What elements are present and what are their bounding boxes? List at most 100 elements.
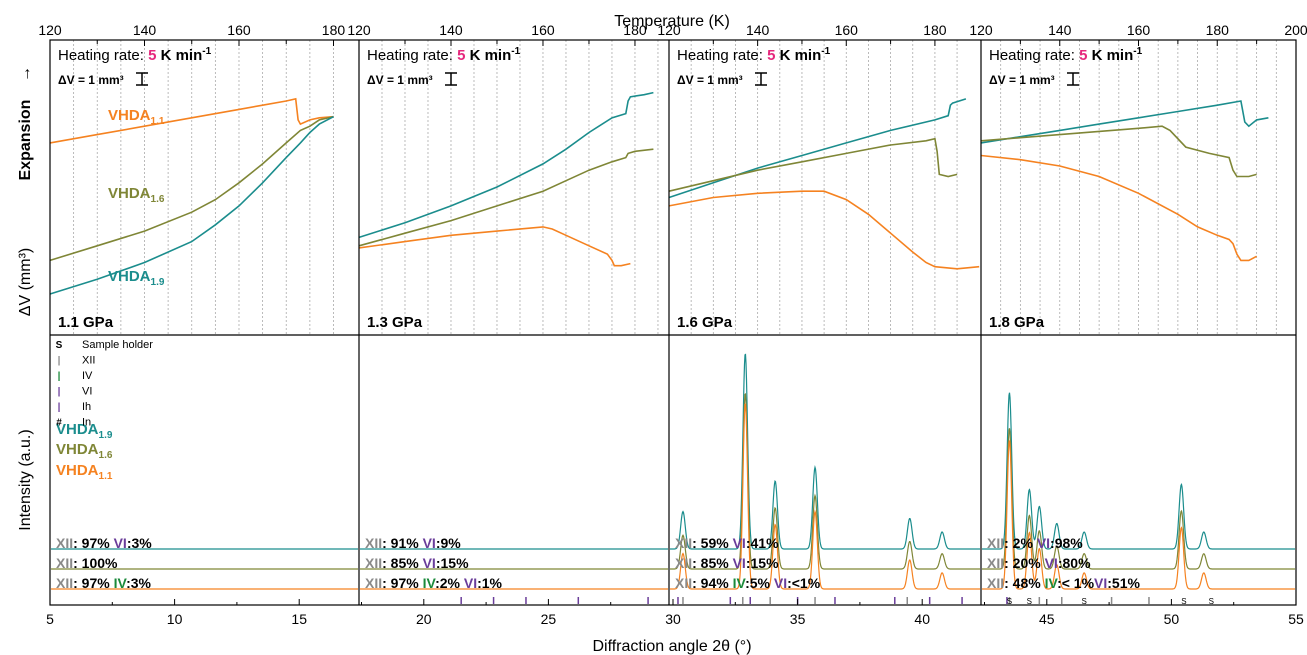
top-tick-label: 180 [623,22,647,38]
top-tick-label: 140 [133,22,157,38]
dv-scale-label: ΔV = 1 mm³ [989,73,1055,87]
vhda-label-top: VHDA1.6 [108,185,165,205]
plot-frame [49,39,1297,606]
temperature-curve-vhda1-6 [668,137,958,192]
legend-symbol: | [58,371,61,382]
dv-scale-label: ΔV = 1 mm³ [58,73,124,87]
phase-fraction-label: XII: 94% IV:5% VI:<1% [675,575,821,591]
phase-fraction-label: XII: 97% IV:2% VI:1% [365,575,503,591]
phase-fraction-label: XII: 97% VI:3% [56,535,152,551]
phase-fraction-label: XII: 85% VI:15% [675,555,779,571]
temperature-curve-vhda1-1 [358,226,631,267]
svg-text:Expansion: Expansion [17,100,34,181]
bottom-tick-label: 55 [1288,611,1304,627]
top-tick-label: 160 [227,22,251,38]
bottom-tick-label: 35 [790,611,806,627]
phase-fraction-label: XII: 59% VI:41% [675,535,779,551]
panel-4: 120 140 160 180 200 Heating rate: 5 K min-1 ΔV… [969,22,1307,606]
vhda-label-top: VHDA1.1 [108,107,165,127]
legend-label: XII [82,355,95,367]
top-tick-label: 160 [531,22,555,38]
heating-rate-label: Heating rate: 5 K min-1 [677,46,831,64]
xrd-pattern [982,440,1295,590]
sample-holder-marker: S [1007,597,1012,606]
bottom-tick-label: 40 [914,611,930,627]
xrd-pattern [670,403,980,590]
temperature-curve-vhda1-9 [358,91,654,239]
top-tick-label: 160 [835,22,859,38]
phase-fraction-label: XII: 100% [56,555,118,571]
heating-rate-label: Heating rate: 5 K min-1 [58,46,212,64]
top-tick-label: 140 [746,22,770,38]
legend-symbol: | [58,387,61,398]
top-tick-label: 140 [439,22,463,38]
svg-text:→: → [17,66,34,82]
panel-3: 120 140 160 180 Heating rate: 5 K min-1 ΔV = … [657,22,980,604]
vhda-label-bottom: VHDA1.9 [56,421,113,441]
svg-text:ΔV (mm³): ΔV (mm³) [17,248,34,316]
legend-label: IV [82,370,93,382]
temperature-curve-vhda1-1 [49,97,334,144]
phase-fraction-label: XII: 48% IV:< 1%VI:51% [987,575,1141,591]
bottom-axis-title: Diffraction angle 2θ (°) [592,638,751,655]
temperature-curve-vhda1-9 [980,100,1269,144]
legend-label: Ih [82,401,91,413]
top-tick-label: 120 [657,22,681,38]
heating-rate-label: Heating rate: 5 K min-1 [367,46,521,64]
top-tick-label: 140 [1048,22,1072,38]
xrd-pattern [670,392,980,570]
top-tick-label: 180 [1206,22,1230,38]
bottom-tick-label: 30 [665,611,681,627]
y-label-expansion: Expansion [17,100,34,181]
top-tick-label: 120 [969,22,993,38]
panel-2: 120 140 160 180 Heating rate: 5 K min-1 ΔV = … [347,22,668,604]
sample-holder-marker: S [1082,597,1087,606]
sample-holder-marker: S [1027,597,1032,606]
top-tick-label: 200 [1284,22,1307,38]
dv-scale-label: ΔV = 1 mm³ [367,73,433,87]
top-tick-label: 120 [347,22,371,38]
panel-1: 120 140 160 180 Heating rate: 5 K min-1 ΔV = … [38,22,358,591]
xrd-pattern [982,392,1295,550]
legend-symbol: # [56,418,62,429]
bottom-tick-label: 25 [541,611,557,627]
legend-label: Sample holder [82,339,153,351]
bottom-tick-label: 15 [291,611,307,627]
xrd-pattern [982,428,1295,570]
temperature-curve-vhda1-6 [980,125,1257,178]
phase-fraction-label: XII: 20% VI:80% [987,555,1091,571]
phase-fraction-label: XII: 2% VI:98% [987,535,1083,551]
y-label-intensity: Intensity (a.u.) [17,429,34,530]
heating-rate-label: Heating rate: 5 K min-1 [989,46,1143,64]
bottom-tick-label: 10 [167,611,183,627]
pressure-label: 1.6 GPa [677,314,733,331]
phase-fraction-label: XII: 91% VI:9% [365,535,461,551]
sample-holder-marker: S [1181,597,1186,606]
top-tick-label: 180 [322,22,346,38]
pressure-label: 1.3 GPa [367,314,423,331]
phase-fraction-label: XII: 85% VI:15% [365,555,469,571]
legend-symbol: S [56,340,63,351]
pressure-label: 1.1 GPa [58,314,114,331]
pressure-label: 1.8 GPa [989,314,1045,331]
legend-symbol: | [58,356,61,367]
legend-label: VI [82,386,92,398]
phase-fraction-label: XII: 97% IV:3% [56,575,152,591]
xrd-pattern [670,353,980,550]
y-label-dv: ΔV (mm³) [17,248,34,316]
temperature-curve-vhda1-1 [668,190,980,270]
legend-symbol: | [58,402,61,413]
vhda-label-bottom: VHDA1.6 [56,441,113,461]
temperature-curve-vhda1-6 [49,115,334,262]
temperature-curve-vhda1-9 [49,115,334,295]
top-tick-label: 120 [38,22,62,38]
bottom-tick-label: 45 [1039,611,1055,627]
bottom-tick-label: 20 [416,611,432,627]
temperature-curve-vhda1-1 [980,154,1257,262]
top-tick-label: 180 [923,22,947,38]
y-label-arrow: → [17,66,34,82]
sample-holder-marker: S [1209,597,1214,606]
top-tick-label: 160 [1127,22,1151,38]
temperature-curve-vhda1-6 [358,148,654,247]
top-axis-title: Temperature (K) [614,13,730,30]
